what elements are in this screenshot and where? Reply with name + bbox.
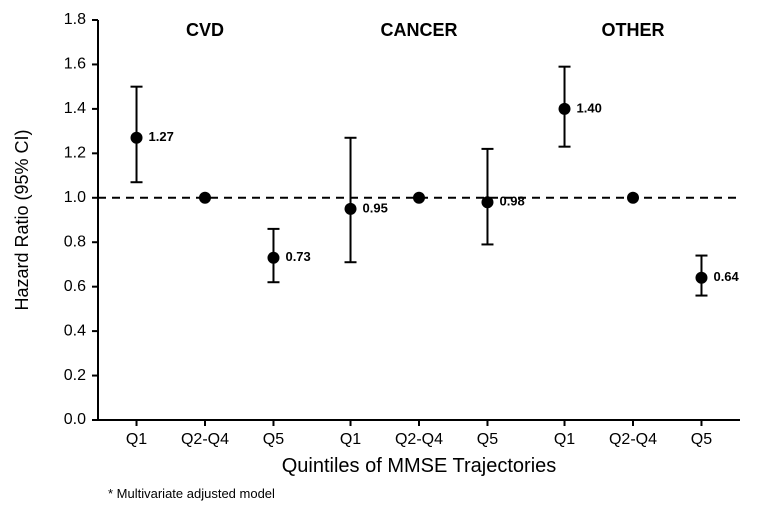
y-tick-label: 1.0 [64, 189, 86, 206]
x-tick-label: Q2-Q4 [395, 431, 443, 448]
category-label: CVD [186, 20, 224, 40]
y-tick-label: 0.0 [64, 411, 86, 428]
value-label: 0.73 [285, 249, 310, 264]
data-point [131, 132, 143, 144]
y-axis-title: Hazard Ratio (95% CI) [12, 129, 32, 310]
x-tick-label: Q5 [691, 431, 712, 448]
y-tick-label: 0.6 [64, 278, 86, 295]
x-tick-label: Q2-Q4 [609, 431, 657, 448]
y-tick-label: 0.2 [64, 367, 86, 384]
y-tick-label: 0.8 [64, 233, 86, 250]
data-point [559, 103, 571, 115]
category-label: OTHER [602, 20, 665, 40]
value-label: 0.95 [363, 200, 388, 215]
x-tick-label: Q5 [477, 431, 498, 448]
y-tick-label: 1.2 [64, 145, 86, 162]
y-tick-label: 1.6 [64, 56, 86, 73]
x-axis-title: Quintiles of MMSE Trajectories [282, 455, 557, 477]
data-point [267, 252, 279, 264]
x-tick-label: Q1 [126, 431, 147, 448]
category-label: CANCER [380, 20, 457, 40]
x-tick-label: Q1 [554, 431, 575, 448]
value-label: 1.27 [149, 129, 174, 144]
y-tick-label: 1.8 [64, 11, 86, 28]
x-tick-label: Q2-Q4 [181, 431, 229, 448]
x-tick-label: Q5 [263, 431, 284, 448]
y-tick-label: 0.4 [64, 322, 86, 339]
data-point [413, 192, 425, 204]
value-label: 0.98 [499, 194, 524, 209]
y-tick-label: 1.4 [64, 100, 86, 117]
data-point [695, 272, 707, 284]
data-point [345, 203, 357, 215]
footnote: * Multivariate adjusted model [108, 486, 275, 501]
data-point [481, 196, 493, 208]
chart-container: 0.0 0.2 0.4 0.6 0.8 1.0 1.2 1.4 1.6 1.8 Hazard Rat… [0, 0, 777, 510]
chart-svg: 0.0 0.2 0.4 0.6 0.8 1.0 1.2 1.4 1.6 1.8 Hazard Rat… [0, 0, 777, 510]
value-label: 1.40 [577, 100, 602, 115]
data-point [199, 192, 211, 204]
x-tick-label: Q1 [340, 431, 361, 448]
data-point [627, 192, 639, 204]
value-label: 0.64 [713, 269, 739, 284]
